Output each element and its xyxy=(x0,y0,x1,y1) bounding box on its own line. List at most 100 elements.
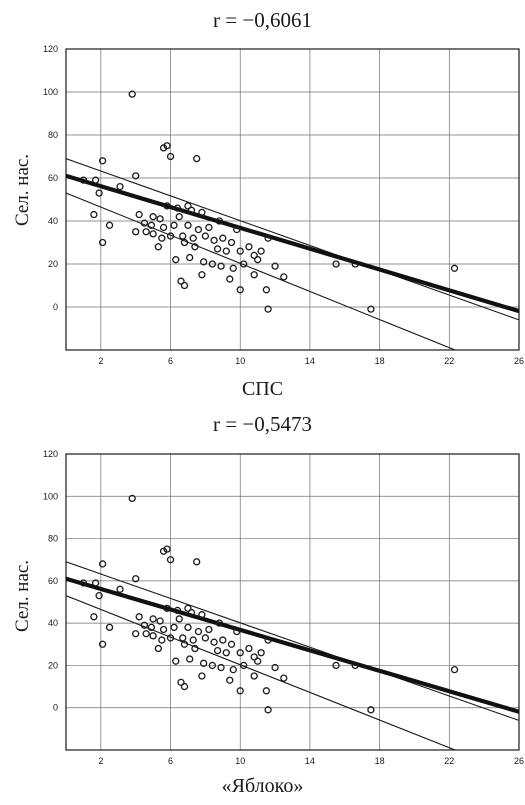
y-tick-label: 60 xyxy=(48,576,58,586)
data-point xyxy=(166,634,175,642)
data-point xyxy=(351,661,359,670)
data-point xyxy=(140,219,149,227)
data-point xyxy=(128,494,136,503)
data-point xyxy=(187,608,196,617)
data-point xyxy=(175,213,183,221)
data-point xyxy=(132,630,140,638)
y-tick-label: 40 xyxy=(48,618,58,628)
data-point xyxy=(184,221,192,229)
data-point xyxy=(227,640,236,648)
data-point xyxy=(198,611,206,619)
data-point xyxy=(184,604,192,612)
data-point xyxy=(105,623,114,632)
plot-frame xyxy=(65,48,520,351)
data-point xyxy=(149,213,157,221)
data-point xyxy=(450,666,459,674)
data-point xyxy=(135,613,143,621)
data-point xyxy=(210,236,218,245)
data-point xyxy=(177,678,185,686)
data-point xyxy=(450,264,459,272)
data-point xyxy=(213,245,222,253)
x-tick-label: 18 xyxy=(375,756,385,766)
y-tick-label: 120 xyxy=(43,44,58,54)
y-tick-label: 20 xyxy=(48,259,58,269)
data-point xyxy=(91,579,100,587)
data-point xyxy=(173,204,182,212)
data-point xyxy=(217,262,225,270)
data-point xyxy=(186,253,194,262)
data-point xyxy=(199,258,208,266)
data-point xyxy=(172,256,180,264)
data-point xyxy=(159,625,168,634)
data-point xyxy=(367,305,375,313)
data-point xyxy=(95,592,103,600)
data-point xyxy=(199,659,208,667)
data-point xyxy=(166,232,175,240)
data-point xyxy=(193,558,201,566)
data-point xyxy=(98,640,107,648)
data-point xyxy=(180,281,189,290)
y-tick-label: 80 xyxy=(48,534,58,544)
x-tick-label: 2 xyxy=(98,356,103,366)
data-point xyxy=(132,575,140,583)
data-point xyxy=(250,672,258,680)
data-point xyxy=(193,154,201,163)
data-point xyxy=(250,251,258,260)
data-point xyxy=(175,615,183,623)
data-point xyxy=(90,210,98,219)
data-point xyxy=(254,256,262,264)
data-point xyxy=(170,623,178,632)
y-tick-label: 40 xyxy=(48,216,58,226)
data-point xyxy=(154,243,162,251)
data-point xyxy=(271,262,279,270)
data-point xyxy=(142,630,150,638)
data-point xyxy=(147,623,156,632)
data-point xyxy=(208,661,217,670)
data-point xyxy=(90,613,98,621)
y-axis-label: Сел. нас. xyxy=(12,154,33,226)
x-tick-label: 18 xyxy=(375,356,385,366)
bottom-chart-title: r = −0,5473 xyxy=(213,412,312,436)
y-tick-label: 100 xyxy=(43,87,58,97)
data-point xyxy=(219,636,227,644)
y-tick-label: 0 xyxy=(53,302,58,312)
data-point xyxy=(149,632,157,640)
x-tick-label: 14 xyxy=(305,756,315,766)
data-point xyxy=(147,221,156,229)
data-point xyxy=(264,636,272,644)
data-point xyxy=(205,625,213,634)
data-point xyxy=(180,640,189,648)
y-tick-label: 120 xyxy=(43,449,58,459)
data-point xyxy=(163,604,171,612)
data-point xyxy=(149,615,157,623)
x-tick-label: 26 xyxy=(514,356,524,366)
data-point xyxy=(184,202,192,210)
x-tick-label: 10 xyxy=(235,756,245,766)
x-tick-label: 22 xyxy=(444,356,454,366)
data-point xyxy=(184,623,192,632)
data-point xyxy=(179,232,187,240)
data-point xyxy=(215,217,223,225)
data-point xyxy=(271,663,279,672)
data-point xyxy=(226,275,234,283)
data-point xyxy=(156,617,164,625)
data-point xyxy=(128,90,136,98)
data-point xyxy=(332,260,340,268)
data-point xyxy=(166,152,175,161)
data-point xyxy=(280,273,288,281)
data-point xyxy=(198,672,206,680)
confidence-lower-line xyxy=(66,192,457,350)
data-point xyxy=(91,176,100,184)
top-chart-title: r = −0,6061 xyxy=(213,8,312,32)
data-point xyxy=(264,234,272,242)
data-point xyxy=(135,210,143,219)
data-point xyxy=(219,234,227,242)
regression-line xyxy=(66,173,519,314)
confidence-lower-line xyxy=(66,595,457,750)
data-point xyxy=(159,144,168,152)
plot-frame xyxy=(65,453,520,751)
data-point xyxy=(180,682,189,691)
data-point xyxy=(116,182,124,191)
